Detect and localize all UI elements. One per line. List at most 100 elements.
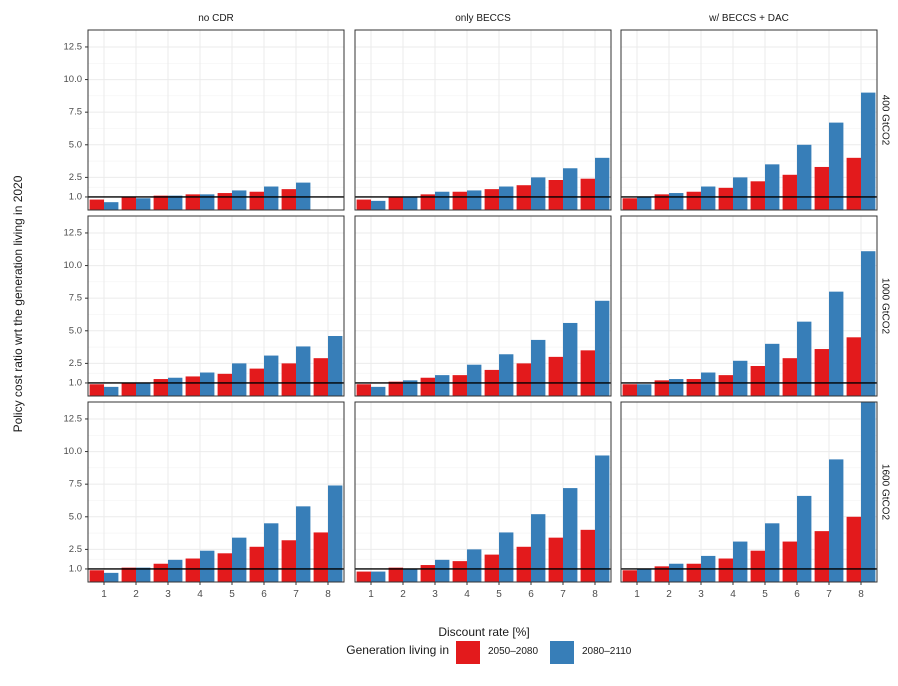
y-tick-label: 10.0 [64,74,83,85]
panel-only-beccs-400-gtco2 [354,29,612,211]
bar-2080-2110-1 [637,384,652,396]
x-tick-label: 5 [229,589,235,600]
bar-2050-2080-3 [420,565,435,582]
bar-2080-2110-6 [797,321,812,396]
bar-2050-2080-3 [686,379,701,396]
bar-2080-2110-2 [136,198,151,210]
bar-2080-2110-2 [403,196,418,210]
x-tick-label: 7 [560,589,566,600]
panel-no-cdr-1000-gtco2: 1.0 2.5 5.0 7.5 10.0 12.5 [64,215,345,397]
y-tick-label: 7.5 [69,479,82,490]
bar-2050-2080-8 [580,178,595,210]
bar-2080-2110-4 [733,177,748,210]
bar-2050-2080-7 [548,537,563,582]
x-tick-label: 8 [858,589,864,600]
bar-2080-2110-7 [829,122,844,210]
bar-2050-2080-6 [249,546,264,582]
bar-2050-2080-1 [356,571,371,582]
bar-2080-2110-3 [168,559,183,582]
bar-2080-2110-2 [669,563,684,582]
bar-2050-2080-6 [782,358,797,396]
panel-border [354,215,612,397]
bar-2080-2110-8 [595,157,610,210]
bar-2080-2110-6 [797,144,812,210]
bar-2050-2080-3 [420,377,435,396]
y-tick-label: 12.5 [64,413,83,424]
bar-2050-2080-4 [452,561,467,582]
bar-2080-2110-6 [264,186,279,210]
y-tick-label: 2.5 [69,358,82,369]
bar-2080-2110-4 [200,372,215,396]
y-tick-label: 5.0 [69,511,82,522]
bar-2080-2110-8 [328,485,343,582]
x-tick-label: 3 [698,589,704,600]
bar-2080-2110-5 [499,354,514,396]
bar-2080-2110-6 [531,514,546,582]
x-tick-label: 2 [133,589,139,600]
legend-label-2080-2110: 2080–2110 [582,646,632,657]
bar-2050-2080-1 [356,199,371,210]
x-tick-label: 1 [368,589,374,600]
panel-border [87,29,345,211]
bar-2050-2080-1 [89,199,104,210]
bar-2080-2110-3 [435,559,450,582]
bar-2050-2080-4 [452,191,467,210]
bar-2050-2080-3 [153,563,168,582]
bar-2080-2110-4 [200,550,215,582]
bar-2050-2080-2 [121,567,136,582]
bar-2050-2080-2 [121,196,136,210]
bar-2080-2110-2 [403,380,418,396]
bar-2080-2110-7 [563,322,578,396]
bar-2080-2110-7 [296,506,311,582]
bar-2080-2110-3 [168,377,183,396]
panel-only-beccs-1600-gtco2: 1 2 3 4 5 6 7 8 [354,401,612,600]
x-tick-label: 4 [730,589,736,600]
facet-label-400-gtco2: 400 GtCO2 [880,95,891,146]
bar-2050-2080-6 [782,174,797,210]
bar-2050-2080-7 [548,180,563,210]
bar-2080-2110-5 [232,190,247,210]
bar-2080-2110-7 [563,488,578,582]
bar-2050-2080-3 [686,563,701,582]
bar-2080-2110-4 [467,364,482,396]
bar-2050-2080-7 [281,363,296,396]
x-tick-label: 2 [666,589,672,600]
bar-2080-2110-2 [403,568,418,582]
bar-2080-2110-4 [733,360,748,396]
legend: Generation living in 2050–2080 2080–2110 [346,641,632,664]
bar-2050-2080-3 [420,194,435,210]
bar-2080-2110-4 [200,194,215,210]
bar-2080-2110-1 [104,572,119,582]
bar-2080-2110-1 [371,386,386,396]
bar-2050-2080-7 [814,349,829,396]
bar-2050-2080-4 [718,375,733,396]
bar-2050-2080-3 [153,195,168,210]
x-tick-label: 5 [762,589,768,600]
bar-2050-2080-8 [846,516,861,582]
legend-key-2050-2080 [456,641,480,664]
bar-2080-2110-8 [595,300,610,396]
panel-border [620,29,878,211]
y-tick-label: 2.5 [69,172,82,183]
bar-2050-2080-2 [654,194,669,210]
bar-2080-2110-5 [765,343,780,396]
bar-2080-2110-8 [328,336,343,396]
bar-2050-2080-8 [580,529,595,582]
x-axis-title: Discount rate [%] [438,625,529,639]
bar-2050-2080-1 [356,384,371,396]
x-tick-label: 6 [261,589,267,600]
bar-2050-2080-4 [718,187,733,210]
panel-only-beccs-1000-gtco2 [354,215,612,397]
panel-no-cdr-400-gtco2: 1.0 2.5 5.0 7.5 10.0 12.5 [64,29,345,211]
y-tick-label: 2.5 [69,544,82,555]
bar-2080-2110-1 [637,568,652,582]
bar-2050-2080-8 [313,532,328,582]
bar-2050-2080-1 [622,570,637,582]
y-tick-label: 12.5 [64,41,83,52]
x-tick-label: 7 [826,589,832,600]
panel-background [88,30,344,210]
x-tick-label: 6 [528,589,534,600]
bar-2080-2110-3 [701,186,716,210]
x-tick-label: 3 [165,589,171,600]
bar-2050-2080-7 [814,531,829,582]
